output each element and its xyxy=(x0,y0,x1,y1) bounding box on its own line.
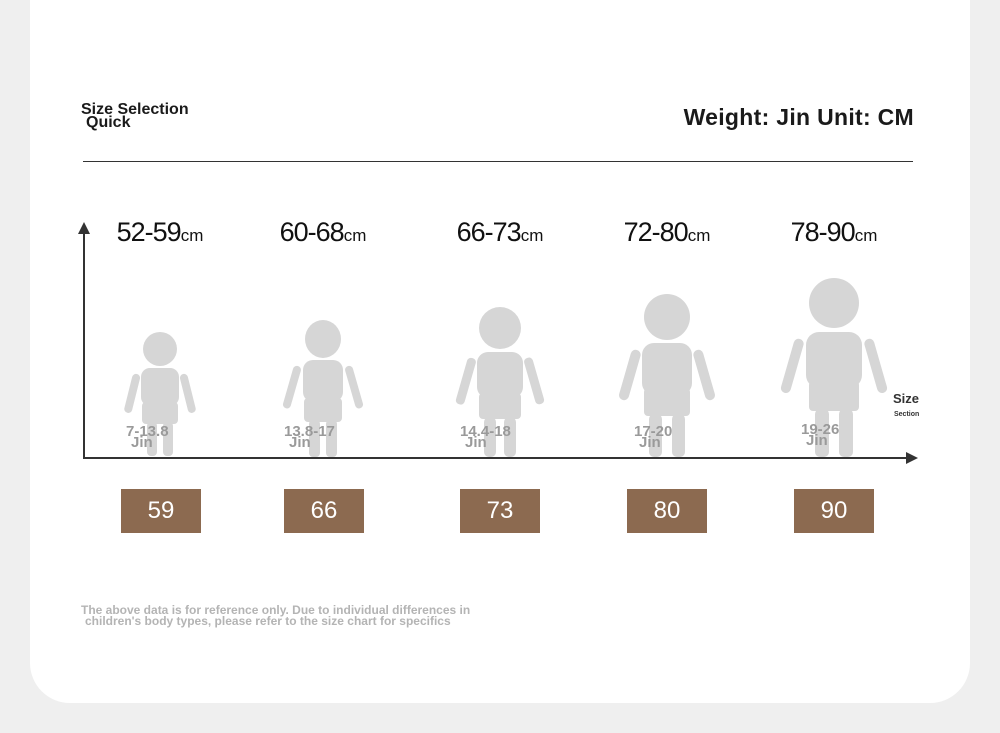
height-range-unit: cm xyxy=(687,226,711,245)
child-silhouette-icon xyxy=(282,320,364,457)
height-range: 78-90cm xyxy=(764,217,904,248)
weight-range-unit: Jin xyxy=(639,434,661,451)
size-axis-sublabel: Section xyxy=(894,411,920,418)
y-axis-arrow-icon xyxy=(78,222,90,234)
weight-range-unit: Jin xyxy=(806,432,828,449)
header-divider xyxy=(83,161,913,162)
weight-range: 14.4-18 Jin xyxy=(460,423,511,451)
height-range: 52-59cm xyxy=(90,217,230,248)
size-badge: 73 xyxy=(460,489,540,533)
height-range-value: 78-90 xyxy=(790,217,856,247)
quick-title-line2: Quick xyxy=(86,114,131,131)
x-axis-arrow-icon xyxy=(906,452,918,464)
disclaimer-line1: The above data is for reference only. Du… xyxy=(81,603,471,617)
size-badge: 90 xyxy=(794,489,874,533)
weight-range-unit: Jin xyxy=(131,434,153,451)
disclaimer-note: The above data is for reference only. Du… xyxy=(81,603,471,628)
size-column: 66-73cm 14.4-18 Jin 73 xyxy=(430,0,570,733)
weight-range: 17-20 Jin xyxy=(634,423,673,451)
height-range: 72-80cm xyxy=(597,217,737,248)
height-range-value: 52-59 xyxy=(116,217,182,247)
weight-range-value: 13.8-17 xyxy=(284,423,335,440)
size-badge: 80 xyxy=(627,489,707,533)
size-column: 60-68cm 13.8-17 Jin 66 xyxy=(253,0,393,733)
weight-range-value: 17-20 xyxy=(634,423,673,440)
size-column: 52-59cm 7-13.8 Jin 59 xyxy=(90,0,230,733)
size-badge: 66 xyxy=(284,489,364,533)
weight-range-value: 19-26 xyxy=(801,421,840,438)
quick-title-line1: Size Selection xyxy=(81,101,189,118)
height-range-unit: cm xyxy=(343,226,367,245)
size-column: 78-90cm 19-26 Jin 90 xyxy=(764,0,904,733)
height-range-value: 60-68 xyxy=(279,217,345,247)
weight-range: 19-26 Jin xyxy=(801,421,840,449)
weight-range-unit: Jin xyxy=(289,434,311,451)
height-range: 60-68cm xyxy=(253,217,393,248)
child-silhouette-icon xyxy=(780,278,888,457)
height-range-value: 66-73 xyxy=(456,217,522,247)
child-silhouette-icon xyxy=(124,332,196,456)
child-silhouette-icon xyxy=(455,307,545,457)
y-axis xyxy=(83,232,85,459)
size-column: 72-80cm 17-20 Jin 80 xyxy=(597,0,737,733)
weight-range-unit: Jin xyxy=(465,434,487,451)
x-axis xyxy=(83,457,909,459)
size-axis-label: Size xyxy=(893,391,920,406)
height-range-value: 72-80 xyxy=(623,217,689,247)
height-range-unit: cm xyxy=(854,226,878,245)
disclaimer-line2: children's body types, please refer to t… xyxy=(85,614,451,628)
weight-range: 7-13.8 Jin xyxy=(126,423,169,451)
child-silhouette-icon xyxy=(619,294,715,457)
quick-size-selection-title: Size Selection Quick xyxy=(81,101,189,131)
weight-range-value: 14.4-18 xyxy=(460,423,511,440)
weight-range-value: 7-13.8 xyxy=(126,423,169,440)
weight-range: 13.8-17 Jin xyxy=(284,423,335,451)
unit-title: Weight: Jin Unit: CM xyxy=(683,104,914,130)
height-range-unit: cm xyxy=(180,226,204,245)
height-range: 66-73cm xyxy=(430,217,570,248)
height-range-unit: cm xyxy=(520,226,544,245)
size-badge: 59 xyxy=(121,489,201,533)
